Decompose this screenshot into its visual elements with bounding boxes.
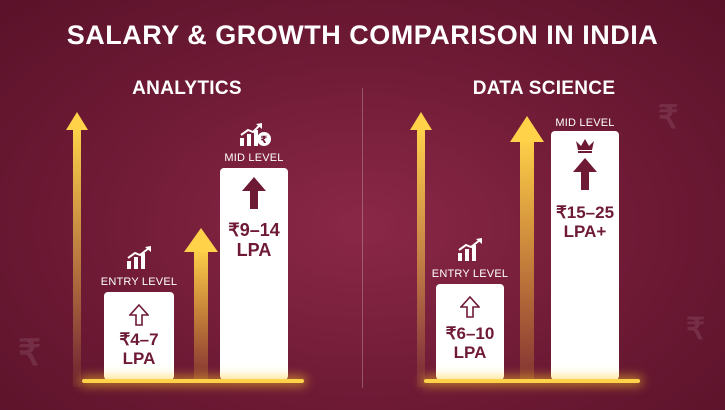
crown-icon (575, 137, 595, 153)
analytics-entry-bar: ₹4–7 LPA (104, 292, 174, 380)
analytics-baseline (82, 379, 304, 383)
analytics-panel-title: ANALYTICS (132, 78, 242, 99)
ds-entry-range: ₹6–10 LPA (445, 324, 495, 363)
ds-entry-bar: ₹6–10 LPA (436, 284, 504, 380)
up-arrow-outline-icon (460, 296, 480, 318)
analytics-mid-bar: ₹9–14 LPA (220, 168, 288, 380)
ds-mid-level-label: MID LEVEL (555, 117, 615, 129)
ds-entry-icon (456, 238, 484, 262)
panel-divider (362, 88, 363, 388)
analytics-entry-value: ₹4–7 LPA (104, 330, 174, 368)
rupee-background-icon: ₹ (686, 313, 706, 346)
growth-arrow-icon (510, 116, 544, 380)
analytics-mid-range: ₹9–14 LPA (228, 220, 280, 261)
ds-mid-value: ₹15–25 LPA+ (551, 203, 619, 241)
up-arrow-outline-icon (129, 304, 149, 326)
rupee-background-icon: ₹ (18, 332, 41, 373)
growth-arrow-icon (184, 228, 218, 380)
analytics-mid-level-label: MID LEVEL (224, 152, 284, 164)
analytics-entry-range: ₹4–7 LPA (119, 330, 159, 369)
analytics-entry-icon (125, 246, 153, 270)
page-title: SALARY & GROWTH COMPARISON IN INDIA (66, 20, 659, 50)
ds-entry-value: ₹6–10 LPA (436, 324, 504, 362)
svg-text:₹: ₹ (260, 135, 267, 146)
data-science-panel-title: DATA SCIENCE (472, 78, 616, 99)
analytics-mid-value: ₹9–14 LPA (220, 220, 288, 260)
ds-entry-level-label: ENTRY LEVEL (431, 268, 509, 280)
ds-mid-bar: ₹15–25 LPA+ (551, 131, 619, 380)
analytics-mid-icon: ₹ (238, 122, 272, 148)
analytics-entry-level-label: ENTRY LEVEL (100, 276, 178, 288)
up-arrow-icon (572, 157, 598, 191)
ds-mid-range: ₹15–25 LPA+ (555, 203, 615, 242)
growth-arrow-icon (410, 112, 432, 387)
ds-baseline (424, 379, 640, 383)
growth-arrow-icon (66, 112, 88, 387)
up-arrow-icon (241, 176, 267, 210)
rupee-background-icon: ₹ (658, 99, 679, 135)
